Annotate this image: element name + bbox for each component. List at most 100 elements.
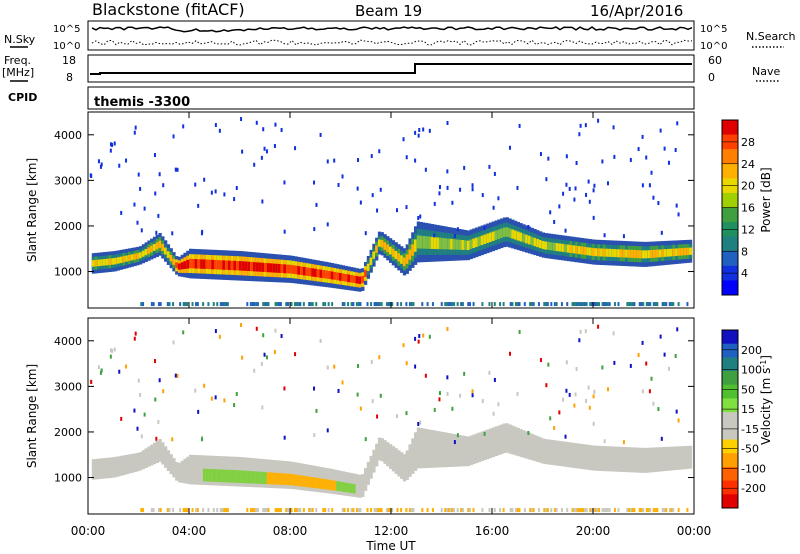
power-cell <box>288 264 293 274</box>
power-cell <box>509 145 512 150</box>
velocity-cell <box>280 473 284 485</box>
velocity-cell <box>137 378 140 383</box>
power-cell <box>159 302 162 307</box>
velocity-cell <box>660 436 663 441</box>
velocity-cell <box>511 508 514 513</box>
power-cell <box>267 302 270 307</box>
velocity-cell <box>463 436 468 467</box>
velocity-cell <box>544 439 548 465</box>
power-cell <box>430 236 434 249</box>
power-cell <box>157 213 160 218</box>
velocity-cell <box>402 454 407 482</box>
power-cell <box>276 302 279 307</box>
power-cell <box>480 235 484 246</box>
xtick-label: 16:00 <box>475 524 510 538</box>
power-cell <box>677 212 680 217</box>
velocity-cell <box>674 353 677 358</box>
velocity-cell <box>582 508 585 513</box>
velocity-cell <box>552 440 557 466</box>
velocity-cell <box>391 446 396 472</box>
velocity-cell <box>144 448 148 468</box>
velocity-cell <box>622 440 625 445</box>
power-cell <box>486 233 490 244</box>
velocity-cell <box>94 458 98 480</box>
power-cell <box>375 302 378 307</box>
velocity-cell <box>425 428 429 469</box>
velocity-cell <box>606 508 609 513</box>
velocity-cell <box>672 446 676 471</box>
power-cell <box>601 302 604 307</box>
velocity-cell <box>450 433 454 467</box>
power-cell <box>337 182 340 187</box>
velocity-cell <box>550 439 554 465</box>
power-cell <box>111 258 115 265</box>
power-cell <box>627 249 632 258</box>
velocity-cell <box>583 508 586 513</box>
velocity-cell <box>155 436 158 441</box>
power-cell <box>208 259 212 270</box>
velocity-cell <box>461 508 464 513</box>
velocity-cell <box>355 508 358 513</box>
velocity-cell <box>180 460 184 483</box>
power-cell <box>385 302 388 307</box>
power-cell <box>606 302 609 307</box>
velocity-cell <box>186 508 189 513</box>
velocity-cell <box>269 472 273 485</box>
velocity-cell <box>396 508 399 513</box>
power-cell <box>378 149 381 154</box>
velocity-plot-bg <box>88 318 694 514</box>
velocity-cell <box>547 362 550 367</box>
velocity-cell <box>315 508 318 513</box>
velocity-cell <box>182 330 185 335</box>
velocity-cell <box>539 358 542 363</box>
velocity-cell <box>677 446 682 470</box>
power-cell <box>585 192 588 197</box>
velocity-cell <box>438 391 441 396</box>
power-cell <box>647 250 651 259</box>
velocity-cell <box>593 389 596 394</box>
velocity-cell <box>102 458 107 479</box>
velocity-cell <box>195 508 198 513</box>
power-cell <box>670 302 673 307</box>
velocity-cell <box>184 508 187 513</box>
velocity-cell <box>283 386 286 391</box>
ytick-label: 3000 <box>54 380 82 393</box>
xtick-label: 08:00 <box>273 524 308 538</box>
velocity-cell <box>227 469 232 483</box>
power-cell <box>311 268 315 277</box>
velocity-cell <box>359 406 362 411</box>
power-cell <box>597 118 600 123</box>
velocity-cell <box>91 459 96 480</box>
velocity-cell <box>397 450 401 477</box>
power-cell <box>375 245 379 253</box>
velocity-cell <box>218 334 221 339</box>
nsky-hi-tick: 10^5 <box>53 24 80 35</box>
power-cell <box>255 120 258 125</box>
power-cell <box>638 302 641 307</box>
power-cell <box>563 244 568 253</box>
velocity-cell <box>491 427 496 458</box>
power-cell <box>446 169 449 174</box>
velocity-cell <box>578 338 581 343</box>
velocity-cell <box>152 442 157 465</box>
velocity-cell <box>253 368 256 373</box>
velocity-cell <box>532 508 535 513</box>
power-cell <box>347 274 351 283</box>
power-cell <box>605 248 609 257</box>
power-cell <box>461 302 464 307</box>
power-cell <box>247 261 251 272</box>
colorbar-segment <box>722 439 738 454</box>
velocity-cell <box>586 444 590 470</box>
power-cell <box>100 162 103 167</box>
velocity-cell <box>545 508 548 513</box>
power-cell <box>133 130 136 135</box>
velocity-cell <box>139 392 142 397</box>
velocity-cell <box>189 454 193 485</box>
velocity-cell <box>472 434 476 465</box>
velocity-cell <box>538 437 543 463</box>
power-cell <box>672 302 675 307</box>
velocity-cell <box>230 469 234 483</box>
power-cell <box>652 195 655 200</box>
velocity-cell <box>648 389 651 394</box>
